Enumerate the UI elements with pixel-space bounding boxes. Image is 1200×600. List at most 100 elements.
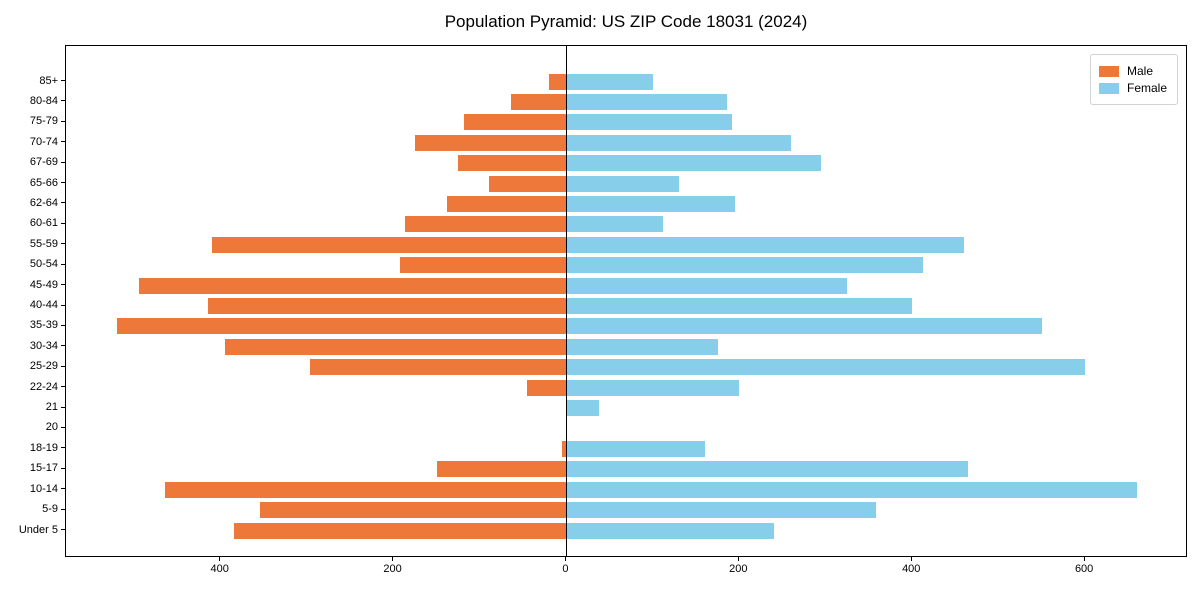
y-tick-mark [61, 529, 65, 530]
x-tick-mark [1083, 557, 1085, 561]
y-tick-mark [61, 426, 65, 428]
legend: Male Female [1089, 54, 1178, 105]
y-tick-mark [61, 284, 65, 286]
bar-female-5-9 [566, 502, 876, 519]
legend-label-female: Female [1126, 81, 1167, 95]
bar-male-under-5 [233, 522, 567, 539]
chart-title: Population Pyramid: US ZIP Code 18031 (2… [444, 12, 808, 31]
y-tick-mark [61, 161, 65, 163]
x-tick-mark [910, 557, 912, 561]
y-tick-mark [61, 202, 65, 204]
bar-female-35-39 [566, 318, 1042, 335]
legend-label-male: Male [1126, 64, 1153, 78]
x-tick-label-200: 200 [383, 563, 402, 575]
y-tick-label-30-34: 30-34 [29, 339, 58, 352]
bar-male-60-61 [404, 216, 567, 233]
bar-female-10-14 [566, 481, 1137, 498]
bar-male-45-49 [138, 277, 567, 294]
x-tick-mark [737, 557, 739, 561]
y-tick-mark [61, 100, 65, 102]
bar-female-50-54 [566, 257, 924, 274]
bar-male-18-19 [562, 440, 567, 457]
x-tick-label-400: 400 [902, 563, 921, 575]
bar-male-65-66 [488, 175, 567, 192]
y-tick-label-15-17: 15-17 [29, 462, 58, 475]
y-tick-label-60-61: 60-61 [29, 217, 58, 230]
bar-male-62-64 [447, 195, 567, 212]
y-tick-label-80-84: 80-84 [29, 94, 58, 107]
x-tick-mark [392, 557, 394, 561]
bar-female-30-34 [566, 338, 718, 355]
y-tick-label-21: 21 [45, 401, 58, 414]
y-tick-mark [61, 222, 65, 224]
bar-female-18-19 [566, 440, 705, 457]
y-tick-mark [61, 345, 65, 347]
bar-male-35-39 [117, 318, 567, 335]
bar-female-under-5 [566, 522, 774, 539]
bar-female-60-61 [566, 216, 664, 233]
y-tick-label-10-14: 10-14 [29, 482, 58, 495]
y-tick-label-18-19: 18-19 [29, 441, 58, 454]
x-tick-label-200: 200 [729, 563, 748, 575]
y-tick-mark [61, 141, 65, 143]
bar-male-50-54 [399, 257, 567, 274]
bar-male-15-17 [436, 461, 567, 478]
y-tick-label-55-59: 55-59 [29, 237, 58, 250]
female-color-swatch-icon [1098, 82, 1119, 94]
y-tick-label-40-44: 40-44 [29, 299, 58, 311]
y-tick-label-under-5: Under 5 [18, 523, 58, 536]
zero-axis-line [565, 46, 568, 556]
x-tick-label-400: 400 [210, 563, 229, 575]
bar-female-40-44 [566, 298, 913, 314]
bar-male-5-9 [259, 502, 567, 519]
y-tick-mark [61, 80, 65, 81]
bar-male-80-84 [511, 93, 567, 110]
y-tick-label-22-24: 22-24 [29, 380, 58, 393]
bar-male-40-44 [207, 298, 567, 314]
y-tick-label-67-69: 67-69 [29, 156, 58, 169]
y-tick-label-75-79: 75-79 [29, 115, 58, 128]
y-tick-mark [61, 406, 65, 408]
y-tick-mark [61, 488, 65, 490]
bar-female-62-64 [566, 195, 736, 212]
male-color-swatch-icon [1098, 65, 1119, 77]
y-tick-label-85plus: 85+ [39, 74, 58, 87]
x-tick-mark [564, 557, 566, 561]
y-tick-mark [61, 120, 65, 122]
bar-female-80-84 [566, 93, 728, 110]
plot-area: Male Female [65, 45, 1187, 557]
bars-layer [66, 46, 1186, 556]
y-tick-label-35-39: 35-39 [29, 319, 58, 332]
bar-female-21 [566, 400, 600, 417]
y-tick-label-62-64: 62-64 [29, 196, 58, 209]
x-tick-label-0: 0 [562, 563, 569, 575]
y-tick-label-70-74: 70-74 [29, 135, 58, 148]
y-tick-mark [61, 467, 65, 469]
legend-item-male: Male [1098, 64, 1167, 78]
bar-female-70-74 [566, 134, 792, 151]
y-tick-mark [61, 386, 65, 388]
y-tick-label-20: 20 [45, 421, 58, 434]
bar-male-30-34 [225, 338, 567, 355]
x-tick-label-600: 600 [1074, 563, 1094, 575]
bar-female-25-29 [566, 359, 1086, 376]
bar-male-22-24 [526, 379, 567, 396]
bar-male-55-59 [212, 236, 567, 253]
y-tick-mark [61, 263, 65, 265]
y-tick-label-25-29: 25-29 [29, 360, 58, 373]
y-tick-mark [61, 365, 65, 367]
bar-female-65-66 [566, 175, 679, 192]
bar-female-45-49 [566, 277, 848, 294]
y-tick-mark [61, 447, 65, 449]
bar-female-22-24 [566, 379, 740, 396]
y-tick-label-5-9: 5-9 [42, 503, 58, 516]
legend-item-female: Female [1098, 81, 1167, 95]
bar-male-75-79 [463, 114, 567, 131]
bar-male-10-14 [164, 481, 567, 498]
y-tick-label-65-66: 65-66 [29, 176, 58, 189]
y-tick-mark [61, 508, 65, 510]
y-tick-mark [61, 304, 65, 306]
y-tick-mark [61, 182, 65, 184]
bar-female-85plus [566, 73, 653, 90]
